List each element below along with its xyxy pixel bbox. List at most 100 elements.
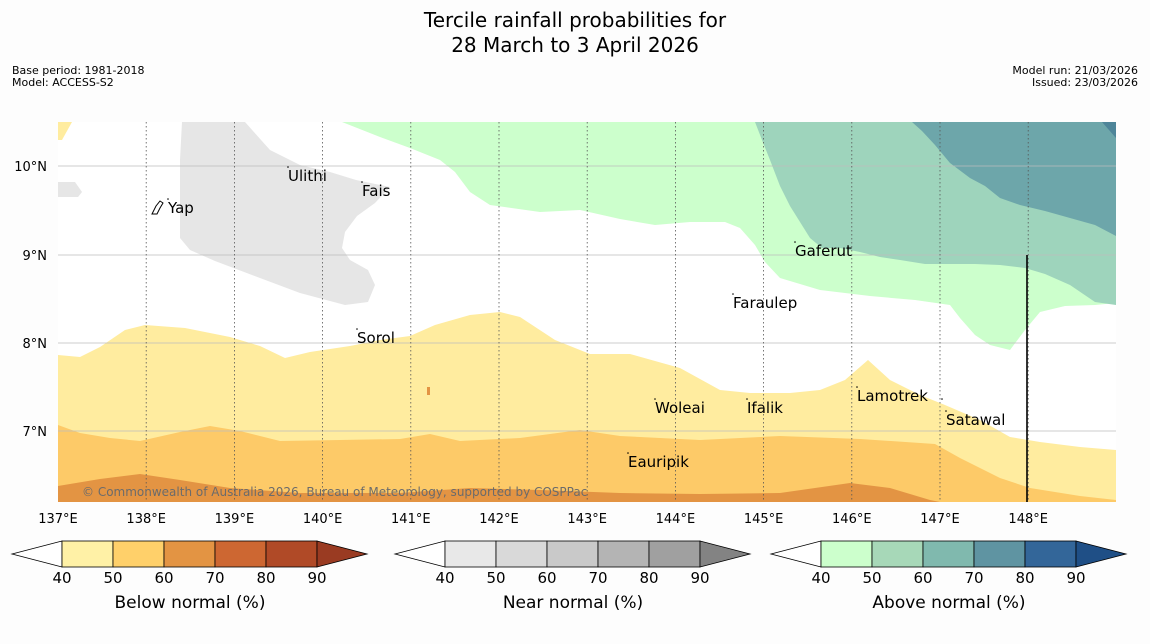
colorbar-tick: 70 — [964, 569, 983, 587]
colorbar-tick: 90 — [307, 569, 326, 587]
place-label-sorol: Sorol — [357, 329, 395, 347]
colorbar-0: 40 50 60 70 80 90 — [10, 540, 369, 587]
colorbar-1: 40 50 60 70 80 90 — [393, 540, 752, 587]
base-period: Base period: 1981-2018 — [12, 64, 145, 77]
colorbar-segment — [973, 540, 1026, 568]
place-label-gaferut: Gaferut — [795, 242, 852, 260]
colorbar-tick: 80 — [1015, 569, 1034, 587]
colorbar-segment — [112, 540, 165, 568]
title-line-1: Tercile rainfall probabilities for — [423, 8, 727, 32]
lon-label: 146°E — [832, 512, 872, 527]
lat-label: 10°N — [14, 160, 47, 175]
colorbar-segment — [871, 540, 924, 568]
colorbar-segment — [922, 540, 975, 568]
colorbar-extend-high — [699, 540, 752, 568]
colorbar-segment — [444, 540, 497, 568]
islet-marker — [427, 387, 430, 395]
colorbar-tick: 80 — [256, 569, 275, 587]
latitude-labels: 10°N 9°N 8°N 7°N — [14, 160, 47, 440]
place-label-lamotrek: Lamotrek — [857, 387, 928, 405]
colorbar-tick: 40 — [435, 569, 454, 587]
place-marker — [945, 410, 947, 412]
colorbar-tick: 60 — [154, 569, 173, 587]
lat-label: 9°N — [23, 249, 48, 264]
lon-label: 139°E — [215, 512, 255, 527]
place-label-ulithi: Ulithi — [288, 167, 327, 185]
place-label-yap: Yap — [167, 199, 194, 217]
lon-label: 137°E — [38, 512, 78, 527]
colorbar-label-near: Near normal (%) — [502, 593, 644, 613]
place-label-ifalik: Ifalik — [747, 399, 783, 417]
colorbar-tick: 50 — [103, 569, 122, 587]
colorbar-tick: 60 — [537, 569, 556, 587]
place-label-woleai: Woleai — [655, 399, 705, 417]
colorbar-tick: 40 — [811, 569, 830, 587]
near-normal-patch — [58, 182, 82, 197]
colorbar-tick: 50 — [862, 569, 881, 587]
colorbar-segment — [265, 540, 318, 568]
place-marker — [732, 293, 734, 295]
meta-right: Model run: 21/03/2026 Issued: 23/03/2026 — [1012, 65, 1138, 89]
chart-title: Tercile rainfall probabilities for 28 Ma… — [0, 8, 1150, 58]
longitude-gridlines — [145, 122, 1029, 502]
colorbar-tick: 50 — [486, 569, 505, 587]
colorbar-extend-high — [1075, 540, 1128, 568]
colorbar-extend-high — [316, 540, 369, 568]
colorbar-2: 40 50 60 70 80 90 — [769, 540, 1128, 587]
place-label-faraulep: Faraulep — [733, 294, 797, 312]
meta-left: Base period: 1981-2018 Model: ACCESS-S2 — [12, 65, 144, 89]
colorbar-segment — [1024, 540, 1077, 568]
colorbar-extend-low — [769, 540, 822, 568]
lon-label: 144°E — [656, 512, 696, 527]
place-labels: Ulithi Fais Yap Gaferut Faraulep Sorol Lamotre… — [167, 166, 1005, 471]
colorbar-tick: 90 — [690, 569, 709, 587]
place-label-eauripik: Eauripik — [628, 453, 689, 471]
above-normal-60-band — [912, 122, 1116, 236]
colorbar-label-below: Below normal (%) — [114, 593, 266, 613]
model-run: Model run: 21/03/2026 — [1012, 64, 1138, 77]
colorbar-tick: 60 — [913, 569, 932, 587]
colorbar-tick: 70 — [588, 569, 607, 587]
lon-label: 142°E — [479, 512, 519, 527]
near-normal-region — [180, 122, 390, 305]
lon-label: 148°E — [1008, 512, 1048, 527]
place-marker — [356, 328, 358, 330]
longitude-labels: 137°E 138°E 139°E 140°E 141°E 142°E 143°E 144°E… — [38, 512, 1048, 527]
place-marker — [856, 386, 858, 388]
below-normal-60-band — [58, 474, 940, 502]
colorbar-segment — [163, 540, 216, 568]
place-marker — [794, 241, 796, 243]
colorbar-tick: 90 — [1066, 569, 1085, 587]
issued-date: Issued: 23/03/2026 — [1031, 76, 1138, 89]
copyright-text: © Commonwealth of Australia 2026, Bureau… — [82, 485, 587, 499]
above-normal-70-patch — [1102, 122, 1116, 138]
colorbar-segment — [214, 540, 267, 568]
lon-label: 141°E — [391, 512, 431, 527]
colorbar-segment — [495, 540, 548, 568]
colorbar-extend-low — [10, 540, 63, 568]
place-marker — [627, 452, 629, 454]
colorbar-segment — [546, 540, 599, 568]
place-marker — [746, 398, 748, 400]
colorbar-extend-low — [393, 540, 446, 568]
place-marker — [654, 398, 656, 400]
lon-label: 138°E — [126, 512, 166, 527]
title-line-2: 28 March to 3 April 2026 — [451, 33, 699, 57]
place-label-satawal: Satawal — [946, 411, 1005, 429]
place-marker — [941, 398, 943, 400]
colorbar-segment — [648, 540, 701, 568]
colorbar-segment — [61, 540, 114, 568]
lon-label: 143°E — [567, 512, 607, 527]
lon-label: 140°E — [303, 512, 343, 527]
below-normal-40-patch — [58, 122, 72, 140]
colorbar-tick: 80 — [639, 569, 658, 587]
place-marker — [167, 198, 169, 200]
lon-label: 147°E — [920, 512, 960, 527]
colorbars: 40 50 60 70 80 90 40 50 60 70 80 90 40 50 60 70 80 90 — [10, 540, 1128, 587]
colorbar-tick: 70 — [205, 569, 224, 587]
place-label-fais: Fais — [362, 182, 391, 200]
lon-label: 145°E — [744, 512, 784, 527]
place-marker — [287, 166, 289, 168]
place-marker — [361, 181, 363, 183]
